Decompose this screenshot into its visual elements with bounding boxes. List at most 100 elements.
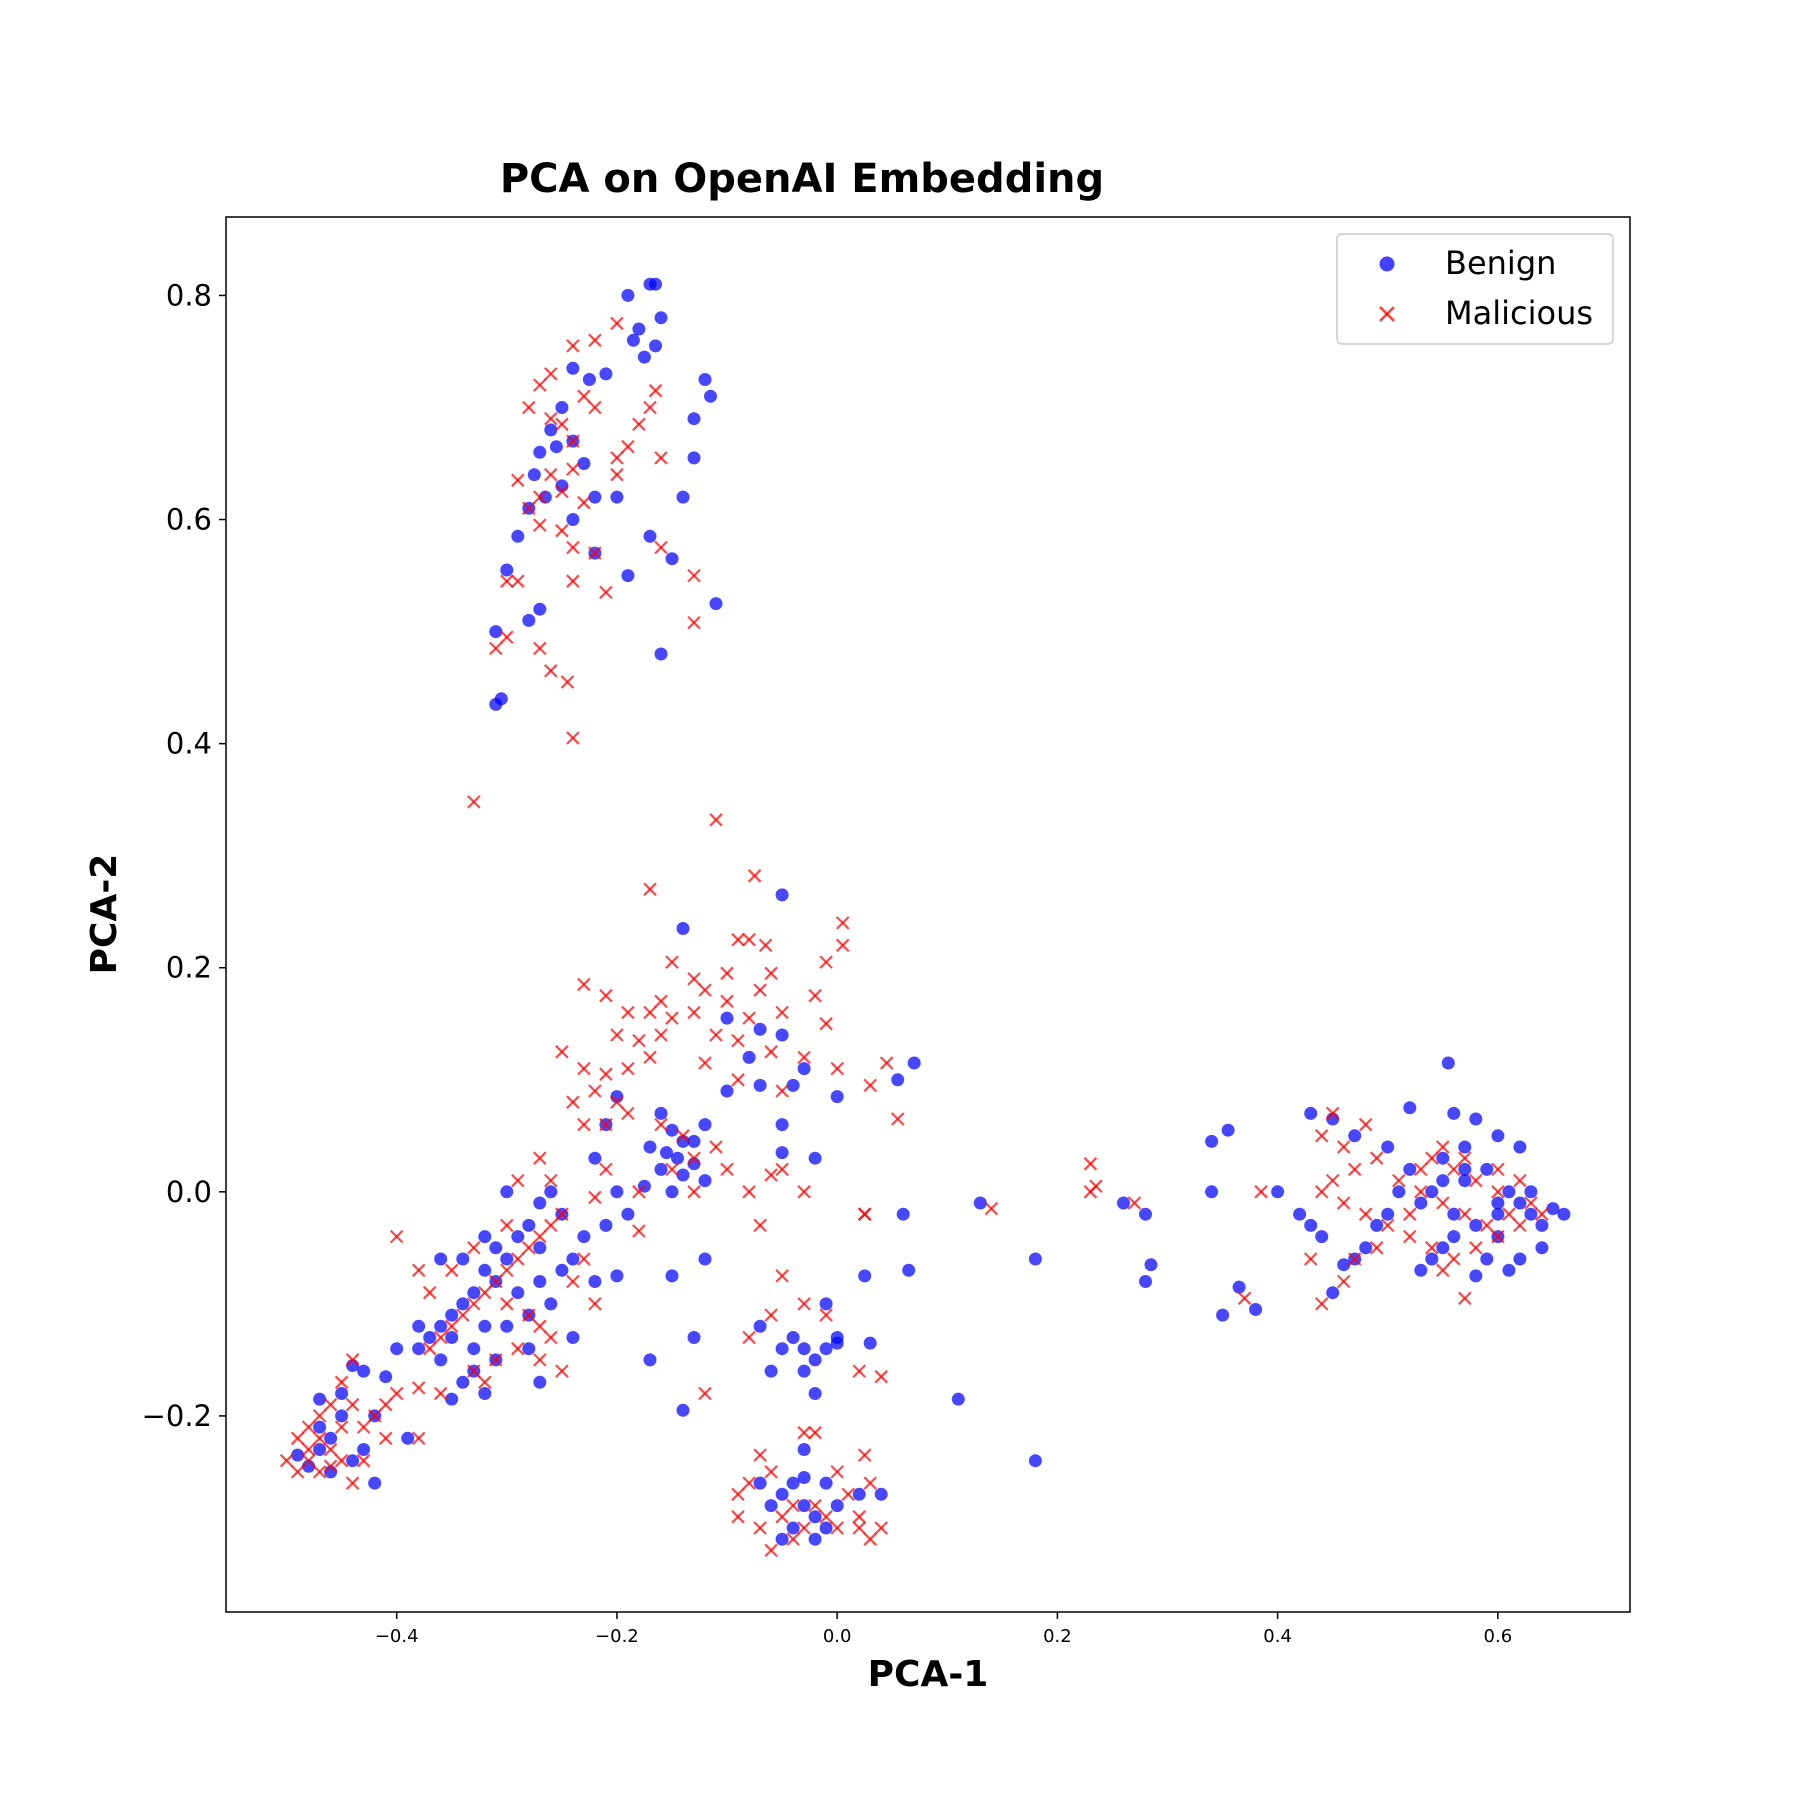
benign-point — [1447, 1207, 1461, 1221]
benign-point — [808, 1510, 822, 1524]
malicious-point — [566, 1274, 580, 1289]
benign-point — [643, 1140, 657, 1154]
benign-point — [797, 1062, 811, 1076]
malicious-point — [742, 1330, 756, 1345]
benign-point — [1359, 1241, 1373, 1255]
benign-point — [1249, 1303, 1263, 1316]
benign-point — [1337, 1258, 1351, 1272]
benign-point — [676, 1403, 690, 1417]
malicious-point — [500, 1218, 514, 1233]
malicious-point — [1524, 1196, 1538, 1210]
malicious-point — [753, 1448, 767, 1462]
malicious-point — [621, 1106, 635, 1121]
malicious-point — [863, 1532, 877, 1546]
benign-point — [665, 552, 679, 566]
benign-point — [676, 922, 690, 935]
malicious-point — [1436, 1196, 1450, 1210]
benign-point — [654, 311, 668, 325]
benign-point — [577, 457, 591, 470]
benign-point — [544, 1185, 558, 1199]
benign-point — [434, 1353, 448, 1367]
benign-point — [1348, 1129, 1362, 1143]
benign-point — [456, 1297, 470, 1311]
malicious-point — [1237, 1291, 1252, 1306]
malicious-point — [444, 1263, 459, 1278]
malicious-point — [511, 473, 525, 488]
malicious-point — [1458, 1151, 1472, 1165]
y-tick-label: 0.4 — [166, 727, 212, 761]
benign-point — [1436, 1174, 1450, 1188]
benign-point — [1480, 1162, 1494, 1176]
malicious-point — [599, 1117, 613, 1132]
malicious-point — [566, 540, 580, 555]
malicious-point — [731, 1487, 745, 1502]
malicious-point — [577, 1061, 591, 1076]
benign-point — [1480, 1252, 1494, 1266]
benign-point — [527, 468, 541, 482]
benign-point — [533, 602, 547, 616]
benign-point — [566, 1331, 580, 1344]
malicious-point — [874, 1369, 888, 1384]
malicious-point — [687, 1151, 701, 1165]
benign-point — [797, 1443, 811, 1456]
benign-point — [720, 1011, 734, 1025]
benign-point — [357, 1443, 371, 1456]
benign-point — [907, 1056, 921, 1070]
malicious-point — [599, 1067, 613, 1081]
malicious-point — [533, 378, 547, 392]
malicious-point — [1336, 1196, 1351, 1210]
benign-point — [852, 1487, 866, 1501]
benign-point — [753, 1476, 767, 1490]
benign-point — [412, 1319, 426, 1333]
benign-point — [1557, 1207, 1571, 1221]
benign-point — [709, 597, 723, 611]
benign-point — [1513, 1252, 1527, 1266]
malicious-point — [1336, 1274, 1351, 1289]
malicious-point — [698, 983, 712, 997]
benign-point — [775, 1487, 789, 1501]
malicious-point — [632, 1033, 646, 1048]
malicious-point — [1369, 1151, 1384, 1165]
malicious-point — [830, 1465, 844, 1479]
malicious-point — [819, 1308, 833, 1322]
malicious-point — [1089, 1179, 1103, 1193]
malicious-point — [1425, 1241, 1439, 1255]
benign-point — [808, 1353, 822, 1367]
benign-point — [742, 1050, 756, 1064]
malicious-point — [1469, 1241, 1483, 1255]
malicious-point — [890, 1112, 905, 1126]
benign-point — [1326, 1286, 1340, 1300]
malicious-point — [775, 1005, 789, 1020]
malicious-point — [511, 1173, 525, 1188]
malicious-point — [290, 1465, 305, 1479]
malicious-point — [852, 1510, 866, 1524]
benign-point — [1117, 1196, 1130, 1210]
malicious-point — [1436, 1263, 1450, 1278]
malicious-point — [566, 339, 580, 353]
malicious-point — [797, 1425, 811, 1440]
benign-point — [335, 1387, 349, 1400]
malicious-point — [555, 523, 569, 538]
benign-point — [1535, 1241, 1549, 1255]
malicious-point — [588, 1084, 602, 1098]
y-tick-label: 0.6 — [166, 503, 212, 537]
benign-point — [346, 1454, 360, 1468]
malicious-point — [621, 1005, 635, 1020]
benign-point — [660, 1146, 673, 1160]
malicious-point — [345, 1353, 360, 1367]
malicious-point — [599, 1162, 613, 1177]
benign-point — [753, 1078, 767, 1092]
benign-point — [1458, 1162, 1472, 1176]
y-tick-label: −0.2 — [142, 1399, 212, 1433]
malicious-point — [577, 1252, 591, 1266]
malicious-point — [610, 1028, 624, 1042]
benign-point — [423, 1331, 437, 1344]
benign-point — [626, 333, 640, 347]
benign-point — [775, 1532, 789, 1546]
malicious-point — [819, 1510, 833, 1524]
malicious-point — [1380, 1218, 1395, 1233]
benign-point — [610, 1185, 624, 1199]
malicious-point — [533, 1353, 547, 1367]
benign-point — [467, 1342, 481, 1356]
benign-point — [1139, 1207, 1152, 1221]
